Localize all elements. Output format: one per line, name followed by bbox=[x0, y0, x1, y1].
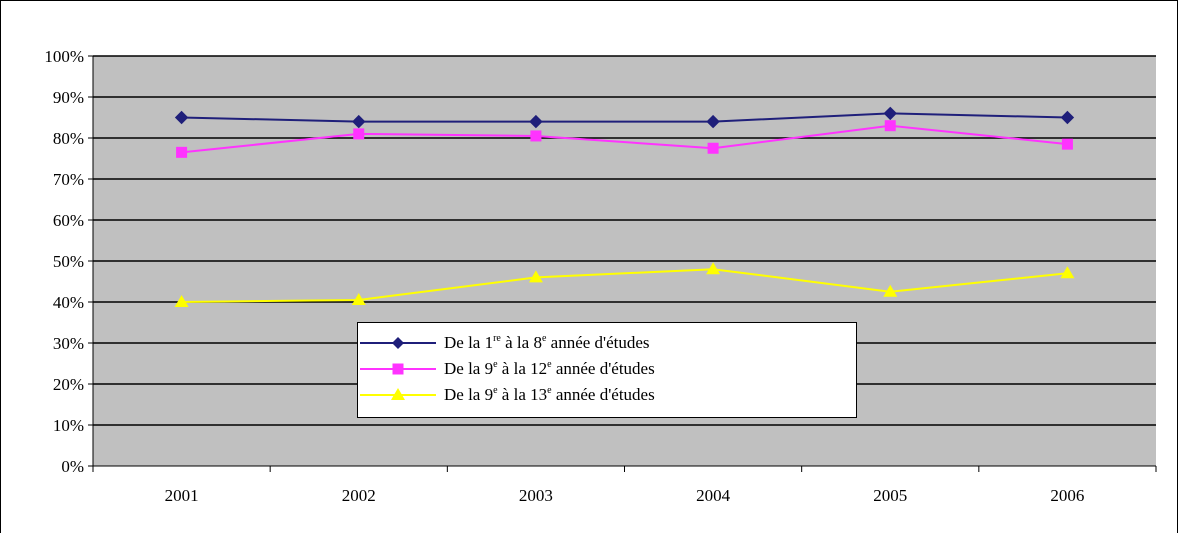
y-tick-label: 90% bbox=[53, 88, 84, 107]
legend-swatch-1 bbox=[360, 337, 436, 349]
x-tick-label: 2004 bbox=[696, 486, 731, 505]
data-point-2 bbox=[884, 120, 896, 132]
data-point-2 bbox=[176, 146, 188, 158]
data-point-3 bbox=[1060, 266, 1075, 279]
data-point-1 bbox=[1060, 110, 1075, 125]
data-point-3 bbox=[706, 262, 721, 275]
y-tick-label: 100% bbox=[44, 47, 84, 66]
y-tick-label: 50% bbox=[53, 252, 84, 271]
data-point-1 bbox=[174, 110, 189, 125]
x-tick-label: 2002 bbox=[342, 486, 376, 505]
x-tick-label: 2001 bbox=[165, 486, 199, 505]
data-point-3 bbox=[351, 292, 366, 305]
data-point-1 bbox=[529, 114, 543, 129]
x-tick-label: 2006 bbox=[1050, 486, 1084, 505]
data-point-2 bbox=[1061, 138, 1073, 150]
data-point-3 bbox=[174, 295, 189, 307]
legend-entry-1: De la 1re à la 8e année d'études bbox=[358, 331, 650, 355]
legend-entry-3: De la 9e à la 13e année d'études bbox=[358, 383, 655, 407]
y-tick-label: 30% bbox=[53, 334, 84, 353]
x-tick-label: 2003 bbox=[519, 486, 553, 505]
x-tick-label: 2005 bbox=[873, 486, 907, 505]
series-line-1 bbox=[181, 112, 1068, 123]
data-point-3 bbox=[528, 270, 543, 283]
legend-label-3: De la 9e à la 13e année d'études bbox=[444, 385, 655, 404]
legend-label-2: De la 9e à la 12e année d'études bbox=[444, 359, 655, 378]
y-tick-label: 10% bbox=[53, 416, 84, 435]
y-tick-label: 70% bbox=[53, 170, 84, 189]
data-point-1 bbox=[883, 106, 897, 121]
data-point-2 bbox=[530, 130, 542, 142]
legend-swatch-3 bbox=[360, 388, 436, 400]
data-point-2 bbox=[353, 128, 365, 140]
y-tick-label: 0% bbox=[61, 457, 84, 476]
y-tick-label: 60% bbox=[53, 211, 84, 230]
series-line-3 bbox=[181, 268, 1068, 303]
legend: De la 1re à la 8e année d'études De la 9e… bbox=[357, 322, 857, 418]
data-point-1 bbox=[352, 114, 366, 129]
data-point-2 bbox=[707, 142, 719, 154]
data-point-3 bbox=[883, 284, 898, 297]
legend-entry-2: De la 9e à la 12e année d'études bbox=[358, 357, 655, 381]
y-tick-label: 40% bbox=[53, 293, 84, 312]
series-line-2 bbox=[181, 124, 1068, 154]
legend-swatch-2 bbox=[360, 363, 436, 375]
data-point-1 bbox=[706, 114, 720, 129]
legend-label-1: De la 1re à la 8e année d'études bbox=[444, 333, 650, 352]
y-tick-label: 20% bbox=[53, 375, 84, 394]
y-tick-label: 80% bbox=[53, 129, 84, 148]
